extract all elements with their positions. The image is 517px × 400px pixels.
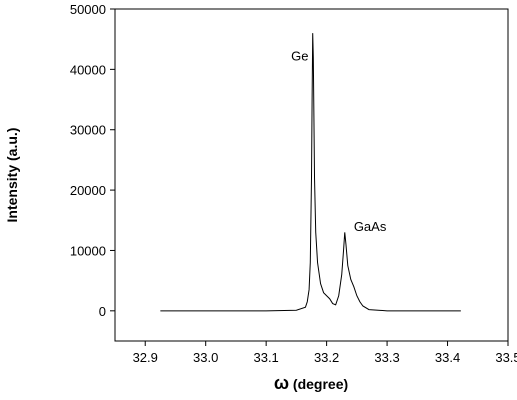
peak-annotations: Ge GaAs	[291, 48, 387, 234]
x-tick-label: 33.0	[193, 350, 218, 365]
x-tick-label: 33.3	[374, 350, 399, 365]
intensity-series-line	[160, 33, 461, 312]
y-tick-label: 40000	[70, 62, 106, 77]
y-tick-label: 30000	[70, 123, 106, 138]
y-tick-label: 20000	[70, 183, 106, 198]
y-tick-label: 0	[99, 304, 106, 319]
x-tick-label: 33.4	[435, 350, 460, 365]
y-tick-label: 50000	[70, 2, 106, 17]
peak-label-gaas: GaAs	[354, 219, 387, 234]
x-axis-title: ω (degree)	[274, 373, 348, 393]
x-axis-title-text: (degree)	[289, 376, 348, 392]
x-tick-label: 33.2	[314, 350, 339, 365]
x-axis-ticks: 32.9 33.0 33.1 33.2 33.3 33.4 33.5	[133, 341, 517, 365]
omega-symbol: ω	[274, 373, 289, 393]
x-tick-label: 33.5	[495, 350, 517, 365]
y-tick-label: 10000	[70, 243, 106, 258]
peak-label-ge: Ge	[291, 48, 308, 63]
y-axis-ticks: 0 10000 20000 30000 40000 50000	[70, 2, 115, 319]
y-axis-title: Intensity (a.u.)	[4, 128, 20, 223]
x-tick-label: 33.1	[253, 350, 278, 365]
plot-frame	[114, 8, 509, 342]
x-tick-label: 32.9	[133, 350, 158, 365]
